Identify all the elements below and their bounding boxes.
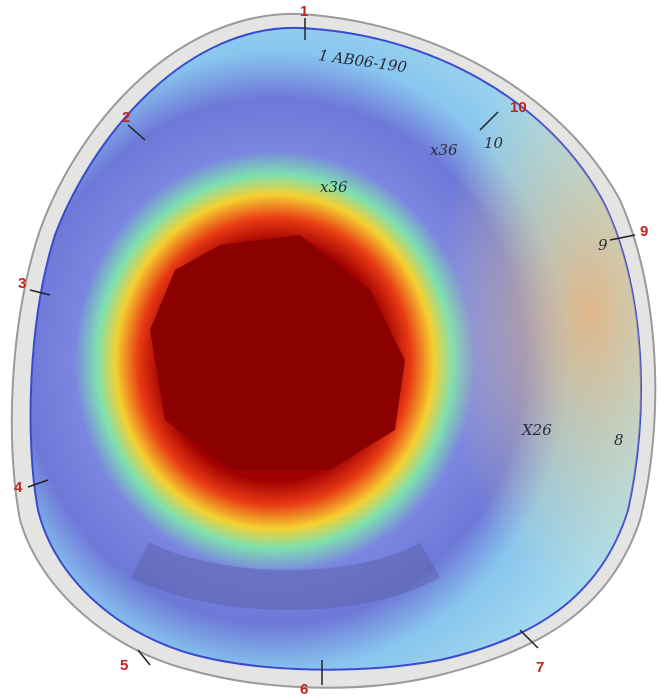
marker-label: 10 [510,99,527,116]
handwriting: X26 [521,421,552,439]
handwriting: 8 [614,431,624,449]
handwriting: x36 [320,178,348,196]
marker-label: 1 [300,3,308,20]
marker-label: 7 [536,659,544,676]
handwriting: x36 [430,141,458,159]
marker-label: 5 [120,657,128,674]
handwriting: 9 [598,236,608,254]
disc-image: 1 2 3 4 5 6 7 9 10 1 AB06-190 x36 x36 X2… [0,0,662,699]
marker-label: 2 [122,109,130,126]
handwriting: 10 [484,134,504,152]
marker-label: 4 [14,479,23,496]
marker-label: 3 [18,275,26,292]
marker-label: 6 [300,681,308,698]
marker-label: 9 [640,223,648,240]
